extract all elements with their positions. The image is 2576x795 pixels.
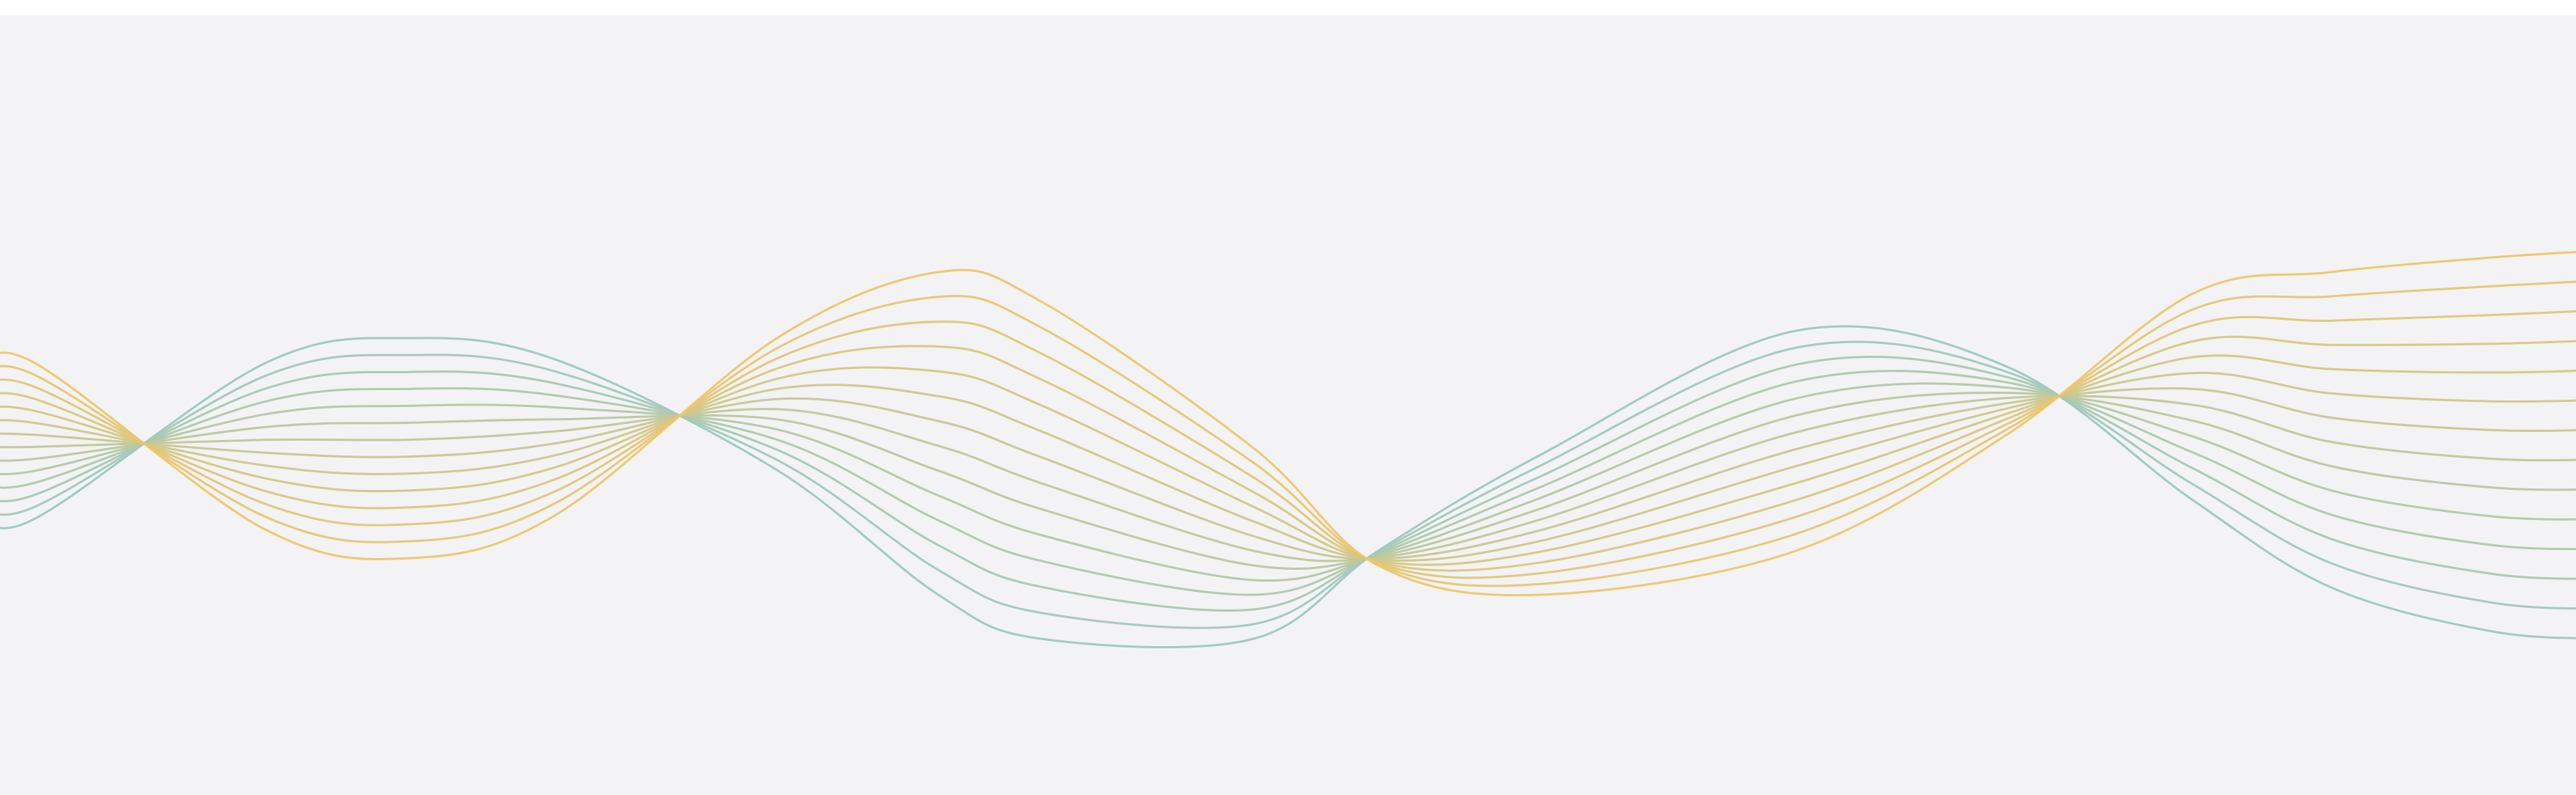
wave-strand (0, 371, 2576, 562)
wave-strand (0, 387, 2576, 560)
wave-strand (0, 340, 2576, 629)
wave-strand (0, 335, 2576, 572)
wave-lines-graphic (0, 251, 2576, 649)
wave-strand (0, 280, 2576, 587)
wave-strand (0, 251, 2576, 597)
wave-strand (0, 325, 2576, 649)
wave-strand (0, 370, 2576, 596)
wave-strand (0, 354, 2576, 566)
wave-strand (0, 310, 2576, 579)
wave-strand (0, 395, 2576, 563)
wave-strand (0, 382, 2576, 582)
wave-canvas (0, 15, 2576, 795)
wave-strand (0, 391, 2576, 571)
wave-strand (0, 356, 2576, 612)
